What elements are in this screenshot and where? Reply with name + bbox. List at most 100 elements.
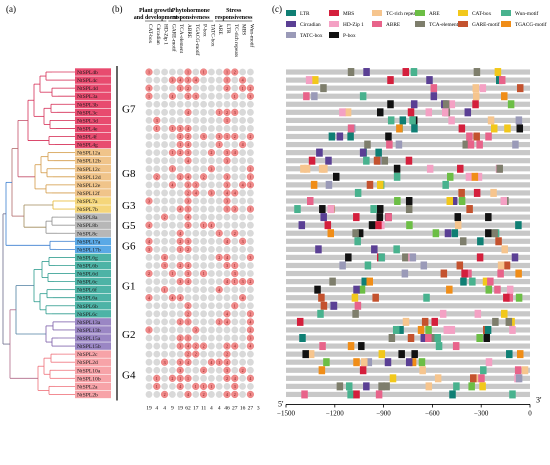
- heat-bubble: [169, 358, 176, 366]
- heat-bubble: [153, 221, 161, 229]
- cis-element: [515, 221, 522, 230]
- cis-element: [372, 293, 379, 302]
- cis-element: [501, 245, 508, 254]
- gene-label: NtSPL6f: [77, 287, 97, 294]
- cis-element: [498, 76, 506, 85]
- cis-element: [476, 140, 483, 149]
- cis-element: [308, 156, 316, 165]
- cis-element: [485, 229, 492, 238]
- heat-bubble: [161, 374, 169, 382]
- category-title: Phytohormone: [172, 8, 210, 14]
- heat-bubble: [192, 116, 200, 124]
- promoter-track: [286, 141, 530, 148]
- heat-bubble: [200, 318, 208, 326]
- heat-bubble: [145, 382, 153, 390]
- bubble-count: 2: [179, 263, 181, 268]
- bubble-count: 1: [179, 247, 181, 252]
- heat-bubble: [246, 390, 255, 399]
- bubble-count: 1: [195, 384, 197, 389]
- gene-label: NtSPL17a: [77, 239, 101, 245]
- heat-bubble: [200, 108, 208, 116]
- bubble-count: 3: [234, 110, 236, 115]
- heat-bubble: [247, 108, 254, 116]
- cis-element: [448, 325, 456, 334]
- bubble-count: 1: [171, 126, 173, 131]
- bubble-count: 3: [187, 223, 189, 228]
- cis-element: [393, 245, 400, 254]
- heat-bubble: [176, 270, 184, 277]
- legend-swatch: [372, 21, 382, 27]
- heat-bubble: [239, 286, 247, 294]
- heat-bubble: [153, 334, 161, 342]
- heat-bubble: [231, 165, 239, 173]
- heat-bubble: [161, 229, 169, 237]
- heat-bubble: [192, 84, 200, 92]
- column-header: ARE: [217, 24, 223, 35]
- gene-box: [75, 269, 111, 278]
- heat-bubble: [192, 141, 200, 148]
- cis-element: [477, 237, 484, 246]
- bubble-count: 4: [195, 78, 197, 83]
- cis-element: [347, 342, 355, 351]
- column-header: Wun-motif: [248, 24, 255, 48]
- cis-element: [353, 213, 360, 222]
- cis-element: [432, 229, 440, 238]
- cis-element: [451, 229, 459, 238]
- bubble-count: 2: [179, 134, 181, 139]
- promoter-track: [286, 262, 530, 269]
- cis-element: [405, 156, 413, 165]
- promoter-track: [286, 101, 530, 107]
- heat-bubble: [192, 92, 200, 100]
- heat-bubble: [208, 68, 215, 76]
- heat-bubble: [169, 116, 176, 124]
- heat-bubble: [208, 334, 215, 342]
- promoter-track: [286, 391, 530, 398]
- bubble-count: 4: [234, 150, 236, 155]
- heat-bubble: [145, 334, 153, 342]
- heat-bubble: [192, 189, 200, 197]
- cis-element: [501, 92, 508, 101]
- cis-element: [487, 116, 495, 125]
- bubble-count: 2: [234, 134, 236, 139]
- gene-box: [75, 253, 111, 262]
- cis-element: [472, 84, 480, 93]
- column-total: 4: [210, 405, 213, 411]
- bubble-count: 2: [226, 352, 228, 357]
- heat-bubble: [223, 374, 231, 382]
- bubble-count: 4: [179, 207, 181, 212]
- heat-bubble: [223, 92, 231, 100]
- gene-label: NtSPL13a: [77, 320, 101, 326]
- gene-label: NtSPL3d: [77, 118, 98, 124]
- cis-element: [491, 229, 498, 238]
- heat-bubble: [161, 221, 169, 229]
- cis-element: [344, 108, 352, 117]
- heat-bubble: [192, 133, 200, 140]
- bubble-count: 4: [187, 174, 189, 179]
- bubble-count: 1: [226, 78, 228, 83]
- heat-bubble: [239, 125, 247, 132]
- heat-bubble: [231, 302, 239, 310]
- cis-element: [448, 100, 456, 109]
- heat-bubble: [246, 326, 255, 334]
- heat-bubble: [161, 286, 169, 294]
- cis-element: [336, 132, 344, 141]
- heat-bubble: [145, 278, 153, 285]
- cis-element: [515, 374, 523, 383]
- heat-bubble: [184, 342, 192, 350]
- bubble-count: 1: [249, 174, 251, 179]
- heat-bubble: [208, 100, 215, 108]
- heat-bubble: [184, 173, 192, 181]
- bubble-count: 4: [148, 295, 150, 300]
- panel-c-label: (c): [272, 4, 282, 14]
- bubble-count: 3: [234, 384, 236, 389]
- heat-bubble: [247, 100, 254, 108]
- bubble-count: 2: [148, 271, 150, 276]
- bubble-count: 2: [226, 110, 228, 115]
- heat-bubble: [153, 286, 161, 294]
- promoter-track: [286, 351, 530, 357]
- bubble-count: 2: [249, 86, 251, 91]
- heat-bubble: [208, 270, 215, 277]
- bubble-count: 2: [249, 182, 251, 187]
- bubble-count: 3: [249, 94, 251, 99]
- heat-bubble: [247, 189, 254, 197]
